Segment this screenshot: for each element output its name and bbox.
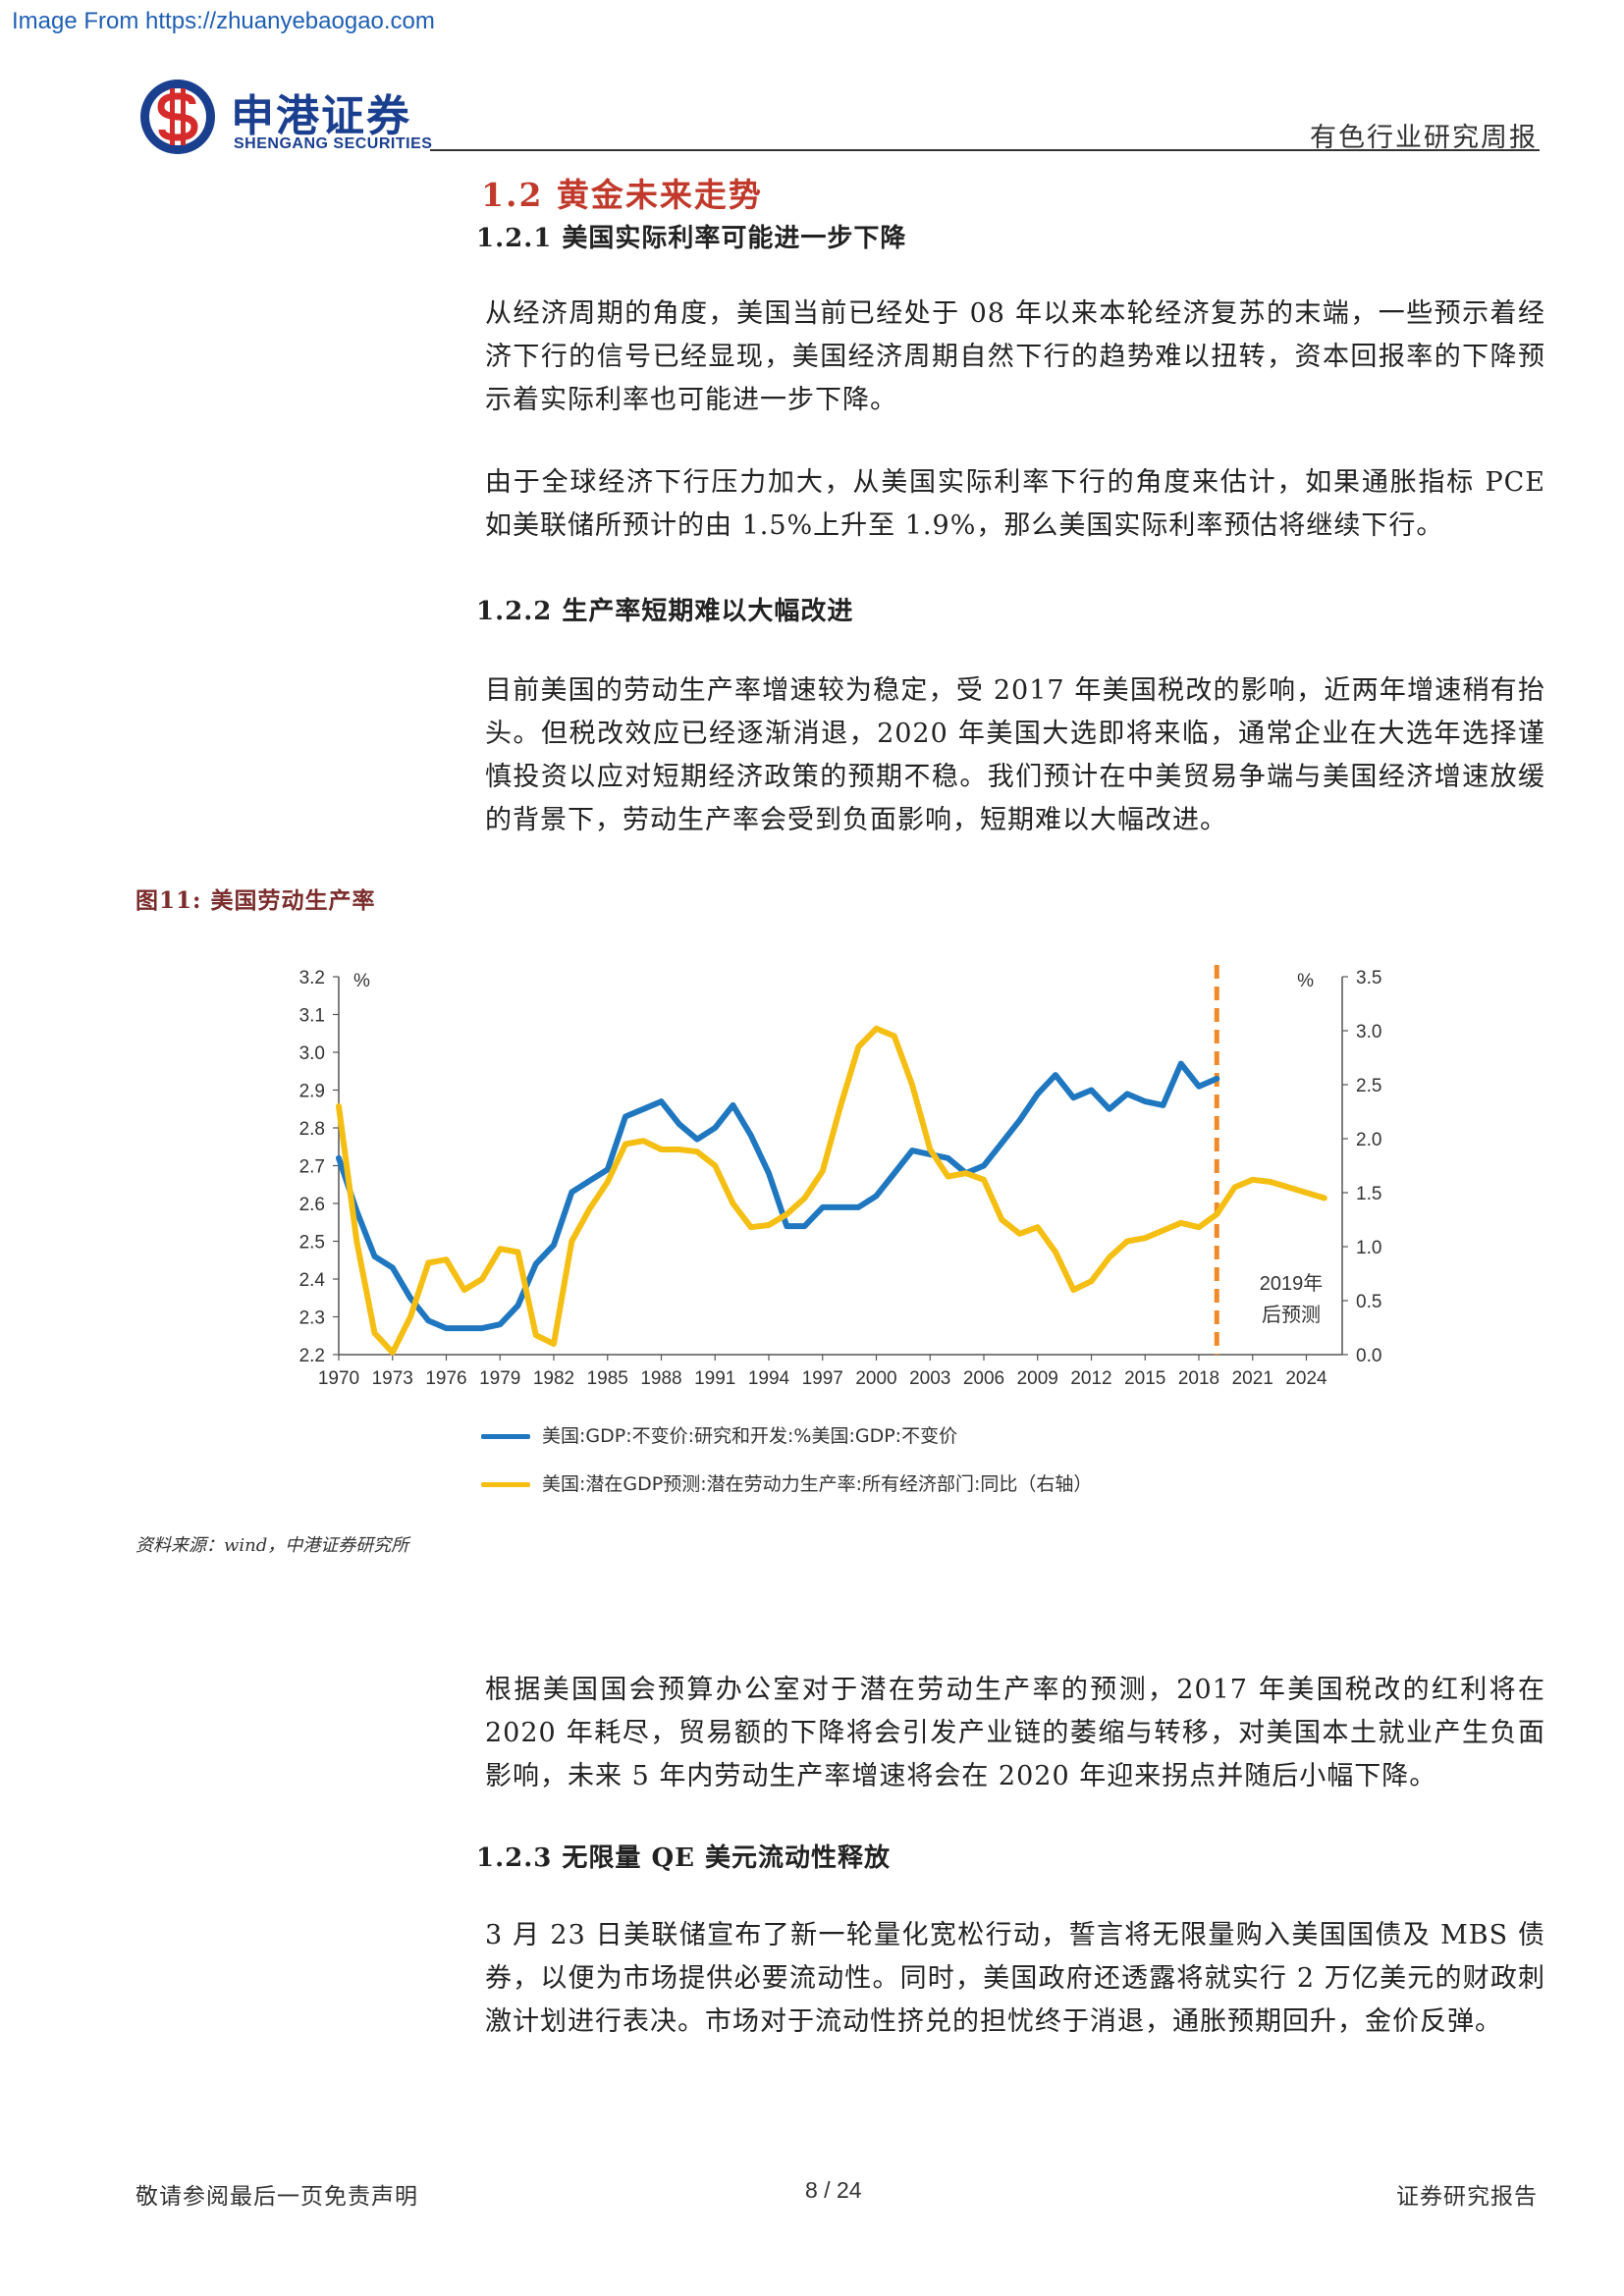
x-tick-label: 1991 [694, 1368, 735, 1389]
footer-report-label: 证券研究报告 [1396, 2184, 1538, 2210]
left-tick-label: 2.2 [299, 1346, 325, 1366]
page-number: 8 / 24 [805, 2177, 862, 2203]
left-tick-label: 3.0 [299, 1043, 325, 1064]
x-tick-label: 2000 [855, 1368, 896, 1389]
legend-swatch [481, 1434, 530, 1439]
subsection-title-2: 1.2.2 生产率短期难以大幅改进 [476, 597, 854, 626]
footer-disclaimer: 敬请参阅最后一页免责声明 [135, 2184, 418, 2210]
legend-label: 美国:GDP:不变价:研究和开发:%美国:GDP:不变价 [542, 1425, 958, 1447]
right-axis-unit: % [1297, 971, 1314, 991]
subsection-title-3: 1.2.3 无限量 QE 美元流动性释放 [476, 1843, 891, 1873]
series-line-1 [336, 1060, 1220, 1332]
series-line-2 [336, 1025, 1327, 1356]
left-tick-label: 2.5 [299, 1233, 325, 1254]
x-tick-label: 1997 [802, 1368, 843, 1389]
x-tick-label: 2003 [909, 1368, 950, 1389]
x-tick-label: 2021 [1232, 1368, 1273, 1389]
paragraph-text: 3 月 23 日美联储宣布了新一轮量化宽松行动，誓言将无限量购入美国国债及 MB… [485, 1920, 1545, 2037]
paragraph-text: 目前美国的劳动生产率增速较为稳定，受 2017 年美国税改的影响，近两年增速稍有… [485, 675, 1545, 835]
forecast-label: 2019年 [1260, 1272, 1324, 1295]
left-tick-label: 2.4 [299, 1270, 326, 1291]
right-tick-label: 1.0 [1356, 1238, 1381, 1258]
x-tick-label: 2006 [963, 1368, 1004, 1389]
paragraph-1-1: 从经济周期的角度，美国当前已经处于 08 年以来本轮经济复苏的末端，一些预示着经… [485, 293, 1545, 422]
left-tick-label: 2.8 [299, 1119, 325, 1140]
forecast-label: 后预测 [1262, 1304, 1321, 1326]
legend-item: 美国:潜在GDP预测:潜在劳动力生产率:所有经济部门:同比（右轴） [481, 1469, 1365, 1496]
section-title: 1.2 黄金未来走势 [481, 176, 763, 214]
paragraph-1-2: 由于全球经济下行压力加大，从美国实际利率下行的角度来估计，如果通胀指标 PCE … [485, 461, 1545, 548]
paragraph-text: 从经济周期的角度，美国当前已经处于 08 年以来本轮经济复苏的末端，一些预示着经… [485, 298, 1545, 415]
right-tick-label: 2.0 [1356, 1130, 1381, 1150]
left-axis-unit: % [353, 971, 370, 991]
left-tick-label: 3.1 [299, 1006, 325, 1027]
report-type: 有色行业研究周报 [1310, 123, 1538, 153]
left-tick-label: 3.2 [299, 968, 325, 988]
x-tick-label: 1976 [425, 1368, 466, 1389]
figure-source: 资料来源：wind，中港证券研究所 [135, 1535, 409, 1556]
right-tick-label: 2.5 [1356, 1076, 1381, 1096]
left-tick-label: 2.6 [299, 1195, 325, 1215]
right-tick-label: 1.5 [1356, 1184, 1381, 1204]
x-tick-label: 1988 [640, 1368, 681, 1389]
x-tick-label: 1985 [587, 1368, 628, 1389]
x-tick-label: 2009 [1017, 1368, 1058, 1389]
paragraph-2-1: 目前美国的劳动生产率增速较为稳定，受 2017 年美国税改的影响，近两年增速稍有… [485, 669, 1545, 842]
left-tick-label: 2.3 [299, 1308, 325, 1329]
paragraph-text: 由于全球经济下行压力加大，从美国实际利率下行的角度来估计，如果通胀指标 PCE … [485, 467, 1545, 541]
left-tick-label: 2.9 [299, 1082, 325, 1102]
legend-label: 美国:潜在GDP预测:潜在劳动力生产率:所有经济部门:同比（右轴） [542, 1473, 1093, 1495]
right-tick-label: 3.0 [1356, 1022, 1381, 1042]
paragraph-4-1: 3 月 23 日美联储宣布了新一轮量化宽松行动，誓言将无限量购入美国国债及 MB… [485, 1914, 1545, 2044]
paragraph-3-1: 根据美国国会预算办公室对于潜在劳动生产率的预测，2017 年美国税改的红利将在 … [485, 1669, 1545, 1798]
x-tick-label: 1982 [533, 1368, 574, 1389]
productivity-line-chart: 2.2 2.3 2.4 2.5 2.6 2.7 2.8 2.9 3.0 3.1 3.2 0.0 0.5 1… [299, 965, 1381, 1389]
x-tick-label: 1973 [372, 1368, 413, 1389]
x-tick-label: 1994 [748, 1368, 790, 1389]
source-watermark: Image From https://zhuanyebaogao.com [12, 8, 435, 34]
x-tick-label: 1970 [318, 1368, 359, 1389]
left-tick-label: 2.7 [299, 1157, 325, 1178]
right-tick-label: 0.0 [1356, 1346, 1381, 1366]
figure-caption: 图11: 美国劳动生产率 [135, 887, 376, 914]
x-tick-label: 2012 [1070, 1368, 1111, 1389]
x-tick-label: 2024 [1285, 1368, 1327, 1389]
header-divider [430, 149, 1540, 151]
right-tick-label: 0.5 [1356, 1292, 1381, 1312]
right-tick-label: 3.5 [1356, 968, 1381, 988]
paragraph-text: 根据美国国会预算办公室对于潜在劳动生产率的预测，2017 年美国税改的红利将在 … [485, 1675, 1545, 1791]
subsection-title-1: 1.2.1 美国实际利率可能进一步下降 [476, 224, 907, 253]
legend-item: 美国:GDP:不变价:研究和开发:%美国:GDP:不变价 [481, 1421, 1365, 1448]
brand-name-cn: 申港证券 [231, 91, 411, 141]
legend-swatch [481, 1482, 530, 1487]
shengang-logo-icon [140, 80, 215, 154]
x-tick-label: 2018 [1178, 1368, 1219, 1389]
x-tick-label: 2015 [1124, 1368, 1165, 1389]
x-tick-label: 1979 [479, 1368, 520, 1389]
brand-name-en: SHENGANG SECURITIES [234, 135, 433, 152]
